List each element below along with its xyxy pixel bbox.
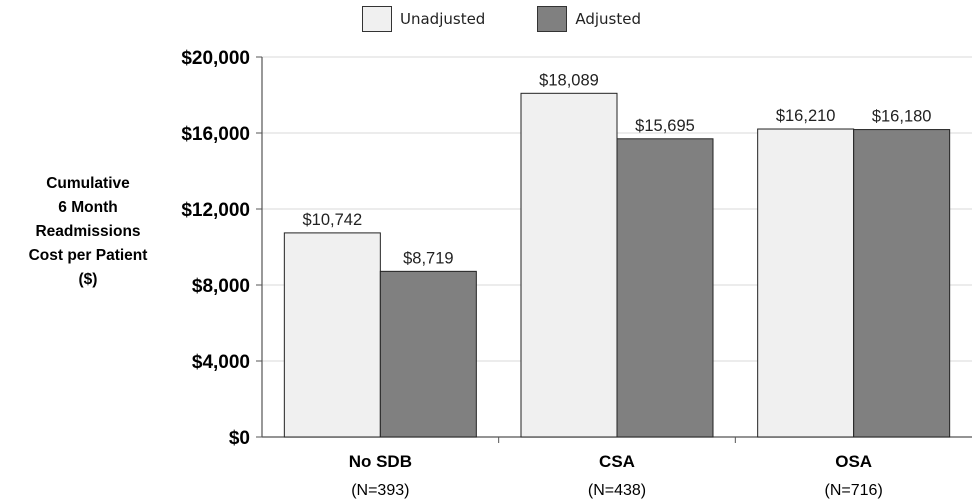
bar-unadjusted xyxy=(283,232,381,438)
y-tick-label: $20,000 xyxy=(181,48,250,69)
legend-item-adjusted: Adjusted xyxy=(537,6,641,32)
bar-adjusted xyxy=(853,129,951,438)
bar-unadjusted xyxy=(757,128,855,438)
y-tick-label: $4,000 xyxy=(192,352,250,373)
bar-adjusted xyxy=(379,270,477,438)
legend-swatch-unadjusted xyxy=(362,6,392,32)
y-tick-label: $0 xyxy=(229,428,250,449)
bar-value-label: $16,210 xyxy=(776,107,836,125)
y-tick-label: $16,000 xyxy=(181,124,250,145)
bar-value-label: $15,695 xyxy=(635,117,695,135)
y-axis-label-line: Readmissions xyxy=(35,223,141,240)
y-axis-label-line: 6 Month xyxy=(58,199,118,216)
y-axis-label-line: Cumulative xyxy=(46,175,130,192)
bar-value-label: $16,180 xyxy=(872,108,932,126)
bar-value-label: $18,089 xyxy=(539,71,599,89)
y-axis-label-line: Cost per Patient xyxy=(28,247,148,264)
legend-label-unadjusted: Unadjusted xyxy=(400,10,486,28)
legend-label-adjusted: Adjusted xyxy=(575,10,641,28)
bar-value-label: $10,742 xyxy=(303,211,363,229)
x-tick-sublabel: (N=438) xyxy=(588,482,646,499)
x-tick-label: OSA xyxy=(835,452,872,471)
y-axis-label: Cumulative 6 Month Readmissions Cost per… xyxy=(0,172,176,292)
legend-swatch-adjusted xyxy=(537,6,568,32)
y-tick-label: $12,000 xyxy=(181,200,250,221)
bar-adjusted xyxy=(616,138,714,438)
x-tick-label: CSA xyxy=(599,452,635,471)
bar-value-label: $8,719 xyxy=(403,249,453,267)
y-axis-label-line: ($) xyxy=(78,271,98,288)
legend: Unadjusted Adjusted xyxy=(362,6,693,32)
y-tick-label: $8,000 xyxy=(192,276,250,297)
bar-unadjusted xyxy=(520,92,618,438)
x-tick-sublabel: (N=716) xyxy=(825,482,883,499)
legend-item-unadjusted: Unadjusted xyxy=(362,6,485,32)
x-tick-sublabel: (N=393) xyxy=(351,482,409,499)
x-tick-label: No SDB xyxy=(349,452,412,471)
